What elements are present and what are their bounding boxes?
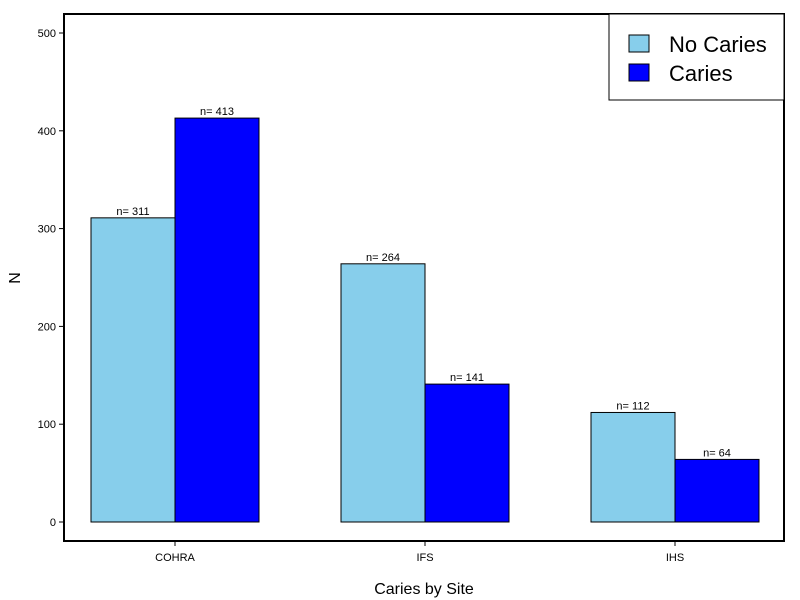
- y-tick-label: 100: [38, 419, 56, 431]
- y-tick-label: 300: [38, 224, 56, 236]
- y-tick-label: 400: [38, 126, 56, 138]
- y-tick-label: 0: [50, 517, 56, 529]
- x-axis: COHRA IFS IHS: [155, 541, 684, 564]
- data-label: n= 112: [616, 400, 649, 412]
- x-tick-label: IFS: [416, 552, 433, 564]
- legend-box: [608, 13, 785, 101]
- legend-swatch-no-caries: [628, 34, 650, 53]
- y-tick-label: 500: [38, 28, 56, 40]
- bar-caries-cohra: [174, 117, 260, 523]
- bar-labels: n= 311 n= 413 n= 264 n= 141 n= 112 n= 64: [116, 106, 730, 459]
- data-label: n= 264: [366, 252, 400, 264]
- legend-label-caries: Caries: [669, 61, 733, 86]
- bar-caries-ifs: [424, 383, 510, 523]
- y-axis: 0 100 200 300 400 500: [38, 28, 64, 529]
- data-label: n= 311: [116, 206, 149, 218]
- bar-no-caries-cohra: [90, 217, 176, 523]
- x-tick-label: IHS: [666, 552, 684, 564]
- bars: [90, 117, 760, 523]
- bar-no-caries-ifs: [340, 263, 426, 523]
- x-axis-title: Caries by Site: [374, 581, 474, 598]
- bar-no-caries-ihs: [590, 411, 676, 523]
- bar-caries-ihs: [674, 458, 760, 523]
- y-tick-label: 200: [38, 321, 56, 333]
- legend-label-no-caries: No Caries: [669, 32, 767, 57]
- data-label: n= 64: [703, 447, 731, 459]
- x-tick-label: COHRA: [155, 552, 195, 564]
- legend-swatch-caries: [628, 63, 650, 82]
- data-label: n= 413: [200, 106, 234, 118]
- legend: No Caries Caries: [608, 13, 785, 101]
- y-axis-title: N: [7, 272, 24, 284]
- data-label: n= 141: [450, 372, 484, 384]
